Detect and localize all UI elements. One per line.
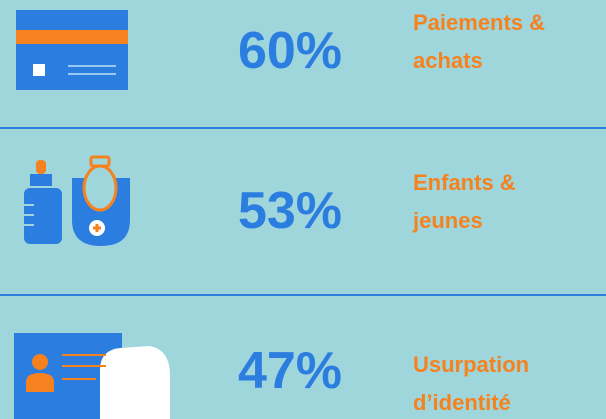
percentage: 60% (238, 22, 342, 80)
category-label: jeunes (412, 208, 483, 233)
category-label: Usurpation (413, 352, 529, 377)
category-label: achats (413, 48, 483, 73)
percentage: 47% (238, 342, 342, 400)
category-label: d’identité (413, 390, 511, 415)
category-label: Enfants & (413, 170, 516, 195)
percentage: 53% (238, 182, 342, 240)
id-icon (14, 333, 170, 419)
card-icon (16, 10, 128, 90)
category-label: Paiements & (413, 10, 545, 35)
baby-icon (24, 155, 130, 246)
